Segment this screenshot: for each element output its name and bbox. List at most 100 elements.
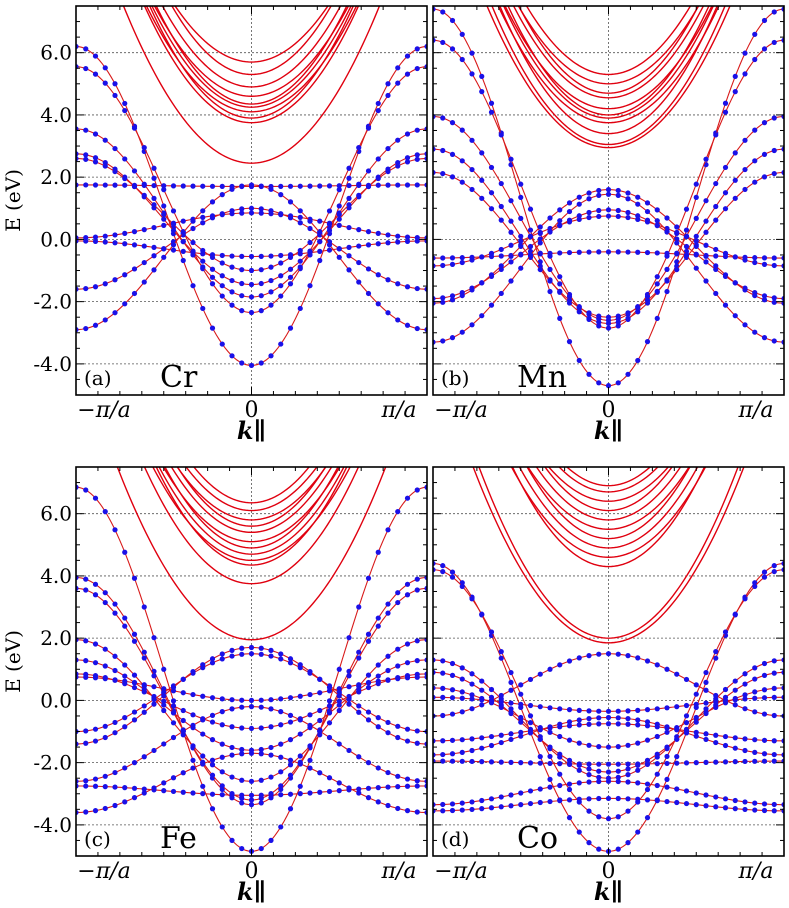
x-tick-label: −π/a: [434, 859, 487, 884]
band-point: [102, 182, 108, 188]
band-point: [479, 745, 485, 751]
band-point: [122, 623, 128, 629]
band-point: [703, 709, 709, 715]
band-point: [248, 267, 255, 274]
red-band-line: [511, 467, 706, 568]
band-point: [151, 684, 157, 690]
band-point: [508, 229, 514, 235]
band-point: [83, 46, 89, 52]
band-point: [518, 233, 524, 239]
axes-border: [75, 5, 428, 396]
band-point: [375, 241, 381, 247]
panel-label: (a): [84, 366, 112, 390]
band-point: [404, 581, 411, 587]
band-point: [161, 780, 167, 786]
band-point: [219, 696, 225, 702]
band-point: [518, 733, 524, 739]
y-tick-label: 4.0: [40, 103, 72, 127]
band-point: [248, 802, 255, 808]
band-point: [732, 150, 738, 156]
band-point: [112, 719, 118, 726]
axis-ticks: [432, 5, 785, 396]
band-point: [752, 800, 758, 806]
band-point: [131, 631, 138, 637]
band-point: [654, 706, 660, 712]
band-point: [771, 147, 777, 154]
band-point: [190, 183, 196, 189]
band-point: [258, 704, 264, 710]
band-point: [414, 285, 420, 292]
band-point: [209, 712, 216, 718]
band-point: [209, 737, 216, 743]
band-point: [625, 653, 631, 659]
band-point: [131, 168, 138, 174]
red-band-line: [158, 467, 345, 555]
band-point: [615, 323, 621, 329]
band-point: [508, 759, 514, 765]
band-point: [742, 166, 748, 173]
band-point: [732, 177, 738, 183]
band-point: [615, 213, 621, 220]
band-point: [596, 207, 602, 214]
band-point: [761, 737, 768, 743]
band-point: [732, 280, 738, 286]
band-point: [112, 667, 118, 674]
band-point: [625, 315, 631, 321]
band-point: [209, 762, 216, 768]
band-point: [141, 786, 147, 792]
band-point: [615, 651, 621, 657]
band-point: [440, 758, 446, 764]
band-point: [297, 761, 303, 767]
band-point: [469, 799, 475, 805]
band-point: [219, 741, 225, 747]
band-point: [469, 287, 475, 293]
band-point: [414, 65, 420, 72]
band-point: [287, 695, 294, 701]
band-point: [537, 229, 543, 236]
band-point: [395, 239, 401, 245]
band-point: [209, 791, 216, 797]
band-point: [307, 765, 313, 771]
band-point: [375, 272, 381, 278]
band-point: [596, 768, 602, 774]
band-point: [414, 235, 420, 241]
band-point: [180, 690, 186, 696]
band-point: [605, 651, 612, 657]
band-point: [209, 695, 216, 701]
band-point: [615, 778, 621, 785]
band-point: [449, 335, 456, 341]
band-point: [356, 227, 362, 233]
band-point: [365, 266, 372, 272]
band-point: [112, 610, 118, 616]
band-point: [635, 780, 641, 786]
band-point: [375, 662, 381, 668]
band-point: [346, 195, 352, 201]
band-point: [180, 676, 186, 682]
band-point: [346, 175, 352, 181]
band-point: [375, 765, 381, 771]
band-point: [654, 798, 660, 804]
band-point: [576, 655, 582, 661]
band-point: [317, 789, 323, 795]
band-point: [537, 799, 543, 806]
band-point: [761, 660, 768, 667]
band-point: [508, 687, 514, 693]
band-point: [683, 206, 690, 212]
band-point: [693, 194, 699, 200]
band-point: [229, 183, 235, 190]
band-point: [200, 220, 206, 226]
band-point: [375, 182, 381, 188]
band-point: [566, 339, 573, 345]
band-point: [615, 761, 621, 767]
band-point: [258, 267, 264, 273]
band-point: [547, 798, 553, 805]
band-point: [596, 721, 602, 727]
band-point: [209, 281, 216, 287]
band-point: [664, 798, 670, 805]
band-point: [732, 313, 738, 319]
band-point: [586, 209, 592, 216]
band-point: [713, 699, 719, 705]
y-tick-label: 6.0: [40, 502, 72, 526]
band-point: [151, 701, 157, 707]
element-label: Cr: [160, 360, 198, 395]
